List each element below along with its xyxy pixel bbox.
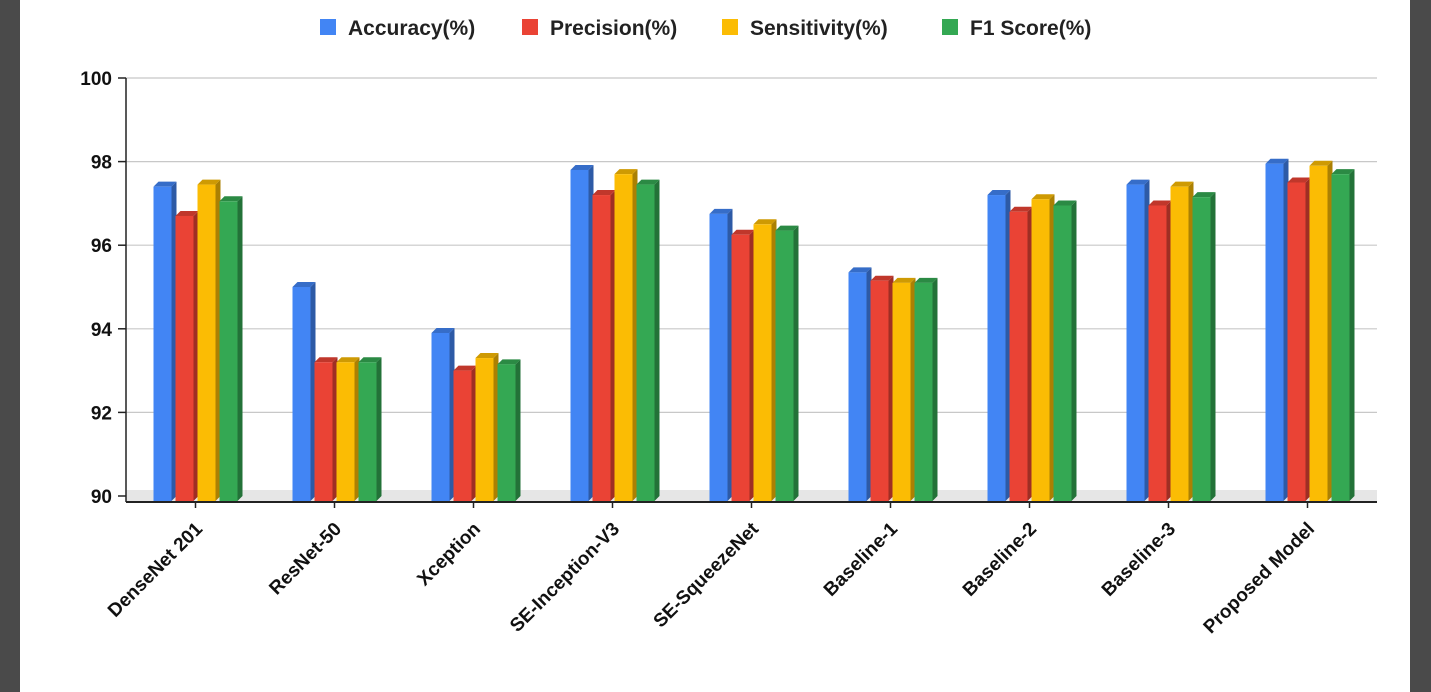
legend-item: Accuracy(%) <box>320 17 475 40</box>
legend-swatch <box>722 19 738 35</box>
bar-sensitivity--8 <box>1309 160 1333 501</box>
y-tick-label: 98 <box>91 153 112 174</box>
bar-sensitivity--1 <box>336 357 360 501</box>
legend-label: Accuracy(%) <box>348 17 475 40</box>
bar-sensitivity--7 <box>1170 181 1194 501</box>
bar-sensitivity--5 <box>892 277 916 501</box>
bar-precision--6 <box>1009 206 1033 501</box>
x-tick-label: Baseline-3 <box>1098 519 1180 601</box>
bar-f1-score--2 <box>497 359 521 501</box>
bar-accuracy--2 <box>431 327 455 501</box>
bar-accuracy--7 <box>1126 179 1150 501</box>
chart-sheet: Accuracy(%) Precision(%) Sensitivity(%) F1 … <box>20 0 1410 692</box>
x-tick-label: SE-Inception-V3 <box>506 519 624 637</box>
bar-f1-score--1 <box>358 357 382 501</box>
y-tick-label: 92 <box>91 403 112 424</box>
x-tick-label: Baseline-2 <box>959 519 1041 601</box>
x-tick-label: Xception <box>413 519 485 591</box>
legend-swatch <box>320 19 336 35</box>
bar-f1-score--4 <box>775 225 799 501</box>
bar-precision--7 <box>1148 200 1172 502</box>
bar-precision--4 <box>731 229 755 501</box>
bar-accuracy--5 <box>848 267 872 501</box>
bar-sensitivity--2 <box>475 353 499 501</box>
bar-f1-score--3 <box>636 179 660 501</box>
bar-accuracy--1 <box>292 282 316 501</box>
bar-f1-score--7 <box>1192 192 1216 501</box>
bar-precision--2 <box>453 365 477 501</box>
bar-precision--3 <box>592 190 616 502</box>
legend-item: Sensitivity(%) <box>722 17 888 40</box>
legend-item: Precision(%) <box>522 17 677 40</box>
x-tick-labels: DenseNet 201 ResNet-50 Xception SE-Inceptio… <box>104 518 1319 638</box>
y-tick-label: 94 <box>91 320 113 341</box>
bar-sensitivity--0 <box>197 179 221 501</box>
bar-accuracy--4 <box>709 208 733 501</box>
legend-swatch <box>942 19 958 35</box>
bar-precision--5 <box>870 275 894 501</box>
bar-f1-score--5 <box>914 277 938 501</box>
bar-accuracy--6 <box>987 190 1011 502</box>
x-tick-label: Baseline-1 <box>820 518 902 600</box>
bar-sensitivity--4 <box>753 219 777 502</box>
bar-precision--8 <box>1287 177 1311 501</box>
bar-f1-score--0 <box>219 196 243 501</box>
y-tick-labels: 90 92 94 96 98 100 <box>80 69 112 508</box>
bar-precision--0 <box>175 210 199 501</box>
bar-sensitivity--3 <box>614 169 638 501</box>
bar-accuracy--3 <box>570 164 594 501</box>
x-tick-label: Proposed Model <box>1200 519 1319 638</box>
bar-f1-score--8 <box>1331 169 1355 501</box>
x-tick-label: SE-SqueezeNet <box>650 518 764 632</box>
legend-item: F1 Score(%) <box>942 17 1091 40</box>
legend-swatch <box>522 19 538 35</box>
y-tick-label: 96 <box>91 236 112 257</box>
bar-chart: Accuracy(%) Precision(%) Sensitivity(%) F1 … <box>80 17 1377 638</box>
y-tick-label: 90 <box>91 487 112 508</box>
bar-accuracy--0 <box>153 181 177 501</box>
bar-f1-score--6 <box>1053 200 1077 502</box>
bar-accuracy--8 <box>1265 158 1289 501</box>
bars <box>153 158 1355 502</box>
legend-label: F1 Score(%) <box>970 17 1091 40</box>
legend-label: Precision(%) <box>550 17 677 40</box>
x-tick-label: ResNet-50 <box>265 519 346 600</box>
bar-sensitivity--6 <box>1031 194 1055 501</box>
legend: Accuracy(%) Precision(%) Sensitivity(%) F1 … <box>320 17 1091 40</box>
legend-label: Sensitivity(%) <box>750 17 888 40</box>
bar-precision--1 <box>314 357 338 501</box>
y-tick-label: 100 <box>80 69 112 90</box>
axes <box>125 78 1377 508</box>
x-tick-label: DenseNet 201 <box>104 518 207 621</box>
